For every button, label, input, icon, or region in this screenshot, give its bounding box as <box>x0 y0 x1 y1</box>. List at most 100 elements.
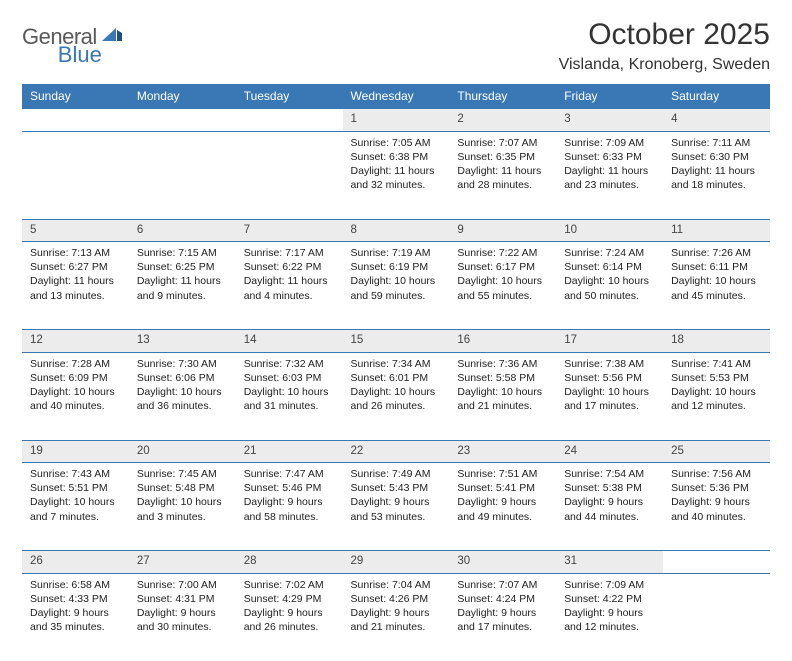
day-header: Friday <box>556 84 663 109</box>
day-detail-cell: Sunrise: 7:05 AMSunset: 6:38 PMDaylight:… <box>343 131 450 219</box>
sunrise-line: Sunrise: 7:09 AM <box>564 136 655 150</box>
daylight-line: Daylight: 11 hours and 23 minutes. <box>564 164 655 192</box>
sunset-line: Sunset: 5:53 PM <box>671 371 762 385</box>
sunset-line: Sunset: 5:56 PM <box>564 371 655 385</box>
day-number-cell: 1 <box>343 109 450 132</box>
cell-inner: Sunrise: 7:54 AMSunset: 5:38 PMDaylight:… <box>556 463 663 530</box>
cell-inner: Sunrise: 7:02 AMSunset: 4:29 PMDaylight:… <box>236 574 343 641</box>
sunset-line: Sunset: 6:27 PM <box>30 260 121 274</box>
daynum-row: 567891011 <box>22 219 770 242</box>
day-header: Monday <box>129 84 236 109</box>
cell-inner: Sunrise: 7:11 AMSunset: 6:30 PMDaylight:… <box>663 132 770 199</box>
sunset-line: Sunset: 5:46 PM <box>244 481 335 495</box>
day-number-cell: 10 <box>556 219 663 242</box>
sunset-line: Sunset: 6:25 PM <box>137 260 228 274</box>
sunset-line: Sunset: 6:22 PM <box>244 260 335 274</box>
cell-inner: Sunrise: 7:28 AMSunset: 6:09 PMDaylight:… <box>22 353 129 420</box>
daylight-line: Daylight: 9 hours and 49 minutes. <box>457 495 548 523</box>
sunset-line: Sunset: 4:26 PM <box>351 592 442 606</box>
day-number-cell: 15 <box>343 330 450 353</box>
detail-row: Sunrise: 7:13 AMSunset: 6:27 PM Daylight:… <box>22 242 770 330</box>
day-detail-cell <box>663 573 770 661</box>
daylight-line: Daylight: 9 hours and 40 minutes. <box>671 495 762 523</box>
logo-word2: Blue <box>58 42 102 68</box>
calendar-table: SundayMondayTuesdayWednesdayThursdayFrid… <box>22 84 770 661</box>
sunrise-line: Sunrise: 7:45 AM <box>137 467 228 481</box>
cell-inner: Sunrise: 7:09 AMSunset: 4:22 PMDaylight:… <box>556 574 663 641</box>
day-detail-cell: Sunrise: 7:32 AMSunset: 6:03 PMDaylight:… <box>236 352 343 440</box>
cell-inner: Sunrise: 7:49 AMSunset: 5:43 PMDaylight:… <box>343 463 450 530</box>
detail-row: Sunrise: 6:58 AMSunset: 4:33 PMDaylight:… <box>22 573 770 661</box>
sunrise-line: Sunrise: 7:07 AM <box>457 136 548 150</box>
day-number-cell <box>22 109 129 132</box>
day-detail-cell: Sunrise: 7:56 AMSunset: 5:36 PMDaylight:… <box>663 463 770 551</box>
header: General Blue October 2025 Vislanda, Kron… <box>22 18 770 74</box>
daylight-line: Daylight: 10 hours and 26 minutes. <box>351 385 442 413</box>
logo-sail-icon <box>102 24 122 47</box>
daylight-line: Daylight: 9 hours and 17 minutes. <box>457 606 548 634</box>
cell-inner: Sunrise: 7:34 AMSunset: 6:01 PMDaylight:… <box>343 353 450 420</box>
location: Vislanda, Kronoberg, Sweden <box>559 56 770 74</box>
day-number-cell <box>129 109 236 132</box>
day-detail-cell: Sunrise: 7:15 AMSunset: 6:25 PMDaylight:… <box>129 242 236 330</box>
sunrise-line: Sunrise: 7:30 AM <box>137 357 228 371</box>
day-number-cell: 12 <box>22 330 129 353</box>
daylight-line: Daylight: 10 hours and 40 minutes. <box>30 385 121 413</box>
daylight-line: Daylight: 10 hours and 21 minutes. <box>457 385 548 413</box>
cell-inner: Sunrise: 7:24 AMSunset: 6:14 PMDaylight:… <box>556 242 663 309</box>
cell-inner: Sunrise: 7:00 AMSunset: 4:31 PMDaylight:… <box>129 574 236 641</box>
sunset-line: Sunset: 6:01 PM <box>351 371 442 385</box>
sunset-line: Sunset: 4:24 PM <box>457 592 548 606</box>
day-detail-cell: Sunrise: 7:02 AMSunset: 4:29 PMDaylight:… <box>236 573 343 661</box>
sunset-line: Sunset: 4:33 PM <box>30 592 121 606</box>
sunset-line: Sunset: 6:09 PM <box>30 371 121 385</box>
day-detail-cell: Sunrise: 6:58 AMSunset: 4:33 PMDaylight:… <box>22 573 129 661</box>
day-number-cell: 29 <box>343 551 450 574</box>
sunrise-line: Sunrise: 7:43 AM <box>30 467 121 481</box>
daylight-line: Daylight: 10 hours and 12 minutes. <box>671 385 762 413</box>
day-number-cell <box>236 109 343 132</box>
sunrise-line: Sunrise: 7:13 AM <box>30 246 121 260</box>
day-detail-cell: Sunrise: 7:41 AMSunset: 5:53 PMDaylight:… <box>663 352 770 440</box>
day-detail-cell: Sunrise: 7:36 AMSunset: 5:58 PMDaylight:… <box>449 352 556 440</box>
day-detail-cell: Sunrise: 7:11 AMSunset: 6:30 PMDaylight:… <box>663 131 770 219</box>
daynum-row: 262728293031 <box>22 551 770 574</box>
day-number-cell: 23 <box>449 440 556 463</box>
daylight-line: Daylight: 9 hours and 44 minutes. <box>564 495 655 523</box>
day-number-cell: 3 <box>556 109 663 132</box>
day-number-cell: 30 <box>449 551 556 574</box>
cell-inner: Sunrise: 7:30 AMSunset: 6:06 PMDaylight:… <box>129 353 236 420</box>
daylight-line: Daylight: 10 hours and 59 minutes. <box>351 274 442 302</box>
day-detail-cell: Sunrise: 7:09 AMSunset: 6:33 PMDaylight:… <box>556 131 663 219</box>
daylight-line: Daylight: 9 hours and 26 minutes. <box>244 606 335 634</box>
cell-inner: Sunrise: 7:43 AMSunset: 5:51 PMDaylight:… <box>22 463 129 530</box>
daylight-line: Daylight: 11 hours and 18 minutes. <box>671 164 762 192</box>
sunset-line: Sunset: 5:43 PM <box>351 481 442 495</box>
day-number-cell: 26 <box>22 551 129 574</box>
sunrise-line: Sunrise: 7:24 AM <box>564 246 655 260</box>
daylight-line: Daylight: 11 hours and 9 minutes. <box>137 274 228 302</box>
day-detail-cell: Sunrise: 7:47 AMSunset: 5:46 PMDaylight:… <box>236 463 343 551</box>
sunrise-line: Sunrise: 7:41 AM <box>671 357 762 371</box>
day-header: Sunday <box>22 84 129 109</box>
day-detail-cell: Sunrise: 7:26 AMSunset: 6:11 PMDaylight:… <box>663 242 770 330</box>
cell-inner: Sunrise: 7:09 AMSunset: 6:33 PMDaylight:… <box>556 132 663 199</box>
day-detail-cell: Sunrise: 7:43 AMSunset: 5:51 PMDaylight:… <box>22 463 129 551</box>
sunrise-line: Sunrise: 7:34 AM <box>351 357 442 371</box>
day-detail-cell: Sunrise: 7:09 AMSunset: 4:22 PMDaylight:… <box>556 573 663 661</box>
day-number-cell: 17 <box>556 330 663 353</box>
day-detail-cell: Sunrise: 7:19 AMSunset: 6:19 PMDaylight:… <box>343 242 450 330</box>
sunset-line: Sunset: 6:06 PM <box>137 371 228 385</box>
sunrise-line: Sunrise: 7:26 AM <box>671 246 762 260</box>
cell-inner: Sunrise: 6:58 AMSunset: 4:33 PMDaylight:… <box>22 574 129 641</box>
day-number-cell: 27 <box>129 551 236 574</box>
day-number-cell: 4 <box>663 109 770 132</box>
cell-inner: Sunrise: 7:17 AMSunset: 6:22 PMDaylight:… <box>236 242 343 309</box>
sunset-line: Sunset: 5:38 PM <box>564 481 655 495</box>
sunrise-line: Sunrise: 7:38 AM <box>564 357 655 371</box>
cell-inner: Sunrise: 7:26 AMSunset: 6:11 PMDaylight:… <box>663 242 770 309</box>
day-detail-cell: Sunrise: 7:45 AMSunset: 5:48 PMDaylight:… <box>129 463 236 551</box>
sunset-line: Sunset: 6:11 PM <box>671 260 762 274</box>
sunset-line: Sunset: 6:35 PM <box>457 150 548 164</box>
daylight-line: Daylight: 9 hours and 12 minutes. <box>564 606 655 634</box>
